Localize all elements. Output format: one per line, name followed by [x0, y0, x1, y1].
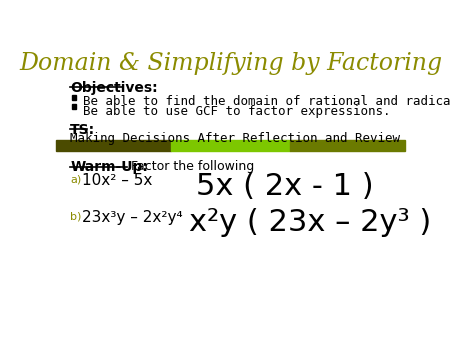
Text: TS:: TS: [70, 123, 95, 137]
Text: Making Decisions After Reflection and Review: Making Decisions After Reflection and Re… [70, 132, 400, 145]
Bar [56, 140, 171, 151]
Text: 5x ( 2x - 1 ): 5x ( 2x - 1 ) [196, 172, 374, 201]
Text: Warm-Up:: Warm-Up: [70, 160, 148, 174]
Text: Domain & Simplifying by Factoring: Domain & Simplifying by Factoring [19, 52, 442, 75]
Text: Be able to use GCF to factor expressions.: Be able to use GCF to factor expressions… [83, 104, 391, 118]
Text: Objectives:: Objectives: [70, 81, 158, 95]
Text: a): a) [70, 174, 81, 184]
Text: Factor the following: Factor the following [131, 160, 255, 173]
Bar [171, 140, 290, 151]
Text: x²y ( 23x – 2y³ ): x²y ( 23x – 2y³ ) [189, 208, 431, 237]
Text: 23x³y – 2x²y⁴: 23x³y – 2x²y⁴ [82, 210, 183, 225]
Bar [72, 95, 76, 100]
Bar [72, 104, 76, 109]
Text: Be able to find the domain of rational and radical expressions.: Be able to find the domain of rational a… [83, 95, 450, 108]
Text: 10x² – 5x: 10x² – 5x [82, 173, 153, 188]
Text: b): b) [70, 211, 81, 221]
Bar [290, 140, 405, 151]
